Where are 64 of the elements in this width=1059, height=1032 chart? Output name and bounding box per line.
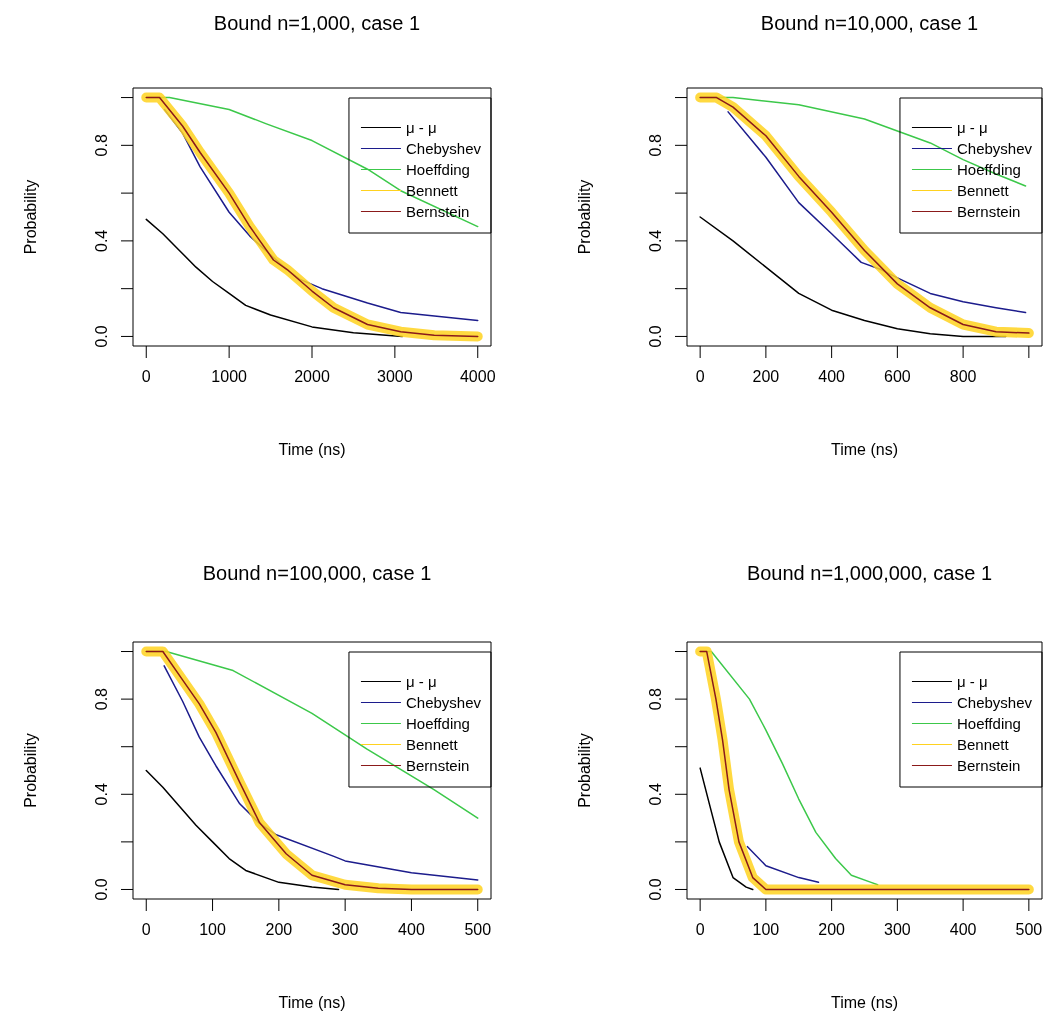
y-axis-title: Probability	[575, 733, 593, 808]
x-tick-label: 100	[752, 920, 780, 938]
y-tick-label: 0.8	[646, 687, 664, 711]
x-tick-label: 300	[884, 920, 911, 938]
x-tick-label: 0	[141, 920, 151, 938]
legend-label: Hoeffding	[405, 715, 470, 732]
legend-label: Chebyshev	[956, 140, 1033, 157]
x-tick-label: 100	[199, 920, 226, 938]
chart-title: Bound n=1,000,000, case 1	[746, 562, 993, 584]
x-tick-label: 400	[398, 920, 425, 938]
legend-label: μ - μ	[956, 673, 988, 690]
x-tick-label: 200	[265, 920, 293, 938]
legend-label: Bernstein	[956, 757, 1021, 774]
y-tick-label: 0.0	[646, 878, 664, 901]
y-tick-label: 0.8	[92, 134, 110, 157]
x-tick-label: 300	[331, 920, 359, 938]
legend-label: Bernstein	[405, 757, 470, 774]
y-tick-label: 0.0	[92, 325, 110, 348]
x-tick-label: 800	[949, 367, 977, 385]
y-tick-label: 0.8	[646, 134, 664, 157]
x-tick-label: 0	[695, 920, 705, 938]
x-tick-label: 600	[884, 367, 911, 385]
x-tick-label: 1000	[211, 367, 248, 385]
legend-label: μ - μ	[405, 119, 437, 136]
y-tick-label: 0.4	[646, 783, 664, 806]
x-tick-label: 500	[464, 920, 492, 938]
legend-label: Bernstein	[956, 203, 1021, 220]
chart-title: Bound n=1,000, case 1	[213, 12, 421, 34]
legend-label: μ - μ	[956, 119, 988, 136]
x-tick-label: 0	[695, 367, 705, 385]
x-axis-title: Time (ns)	[278, 440, 346, 458]
legend-label: Hoeffding	[405, 161, 470, 178]
x-tick-label: 0	[141, 367, 151, 385]
x-tick-label: 400	[949, 920, 977, 938]
x-tick-label: 500	[1015, 920, 1043, 938]
legend-label: Chebyshev	[956, 694, 1033, 711]
x-axis-title: Time (ns)	[278, 993, 346, 1011]
x-tick-label: 200	[752, 367, 780, 385]
x-tick-label: 400	[818, 367, 846, 385]
legend-label: Bennett	[405, 736, 459, 753]
y-axis-title: Probability	[21, 179, 39, 255]
x-axis-title: Time (ns)	[831, 440, 898, 458]
y-tick-label: 0.0	[646, 325, 664, 348]
x-tick-label: 3000	[377, 367, 413, 385]
x-tick-label: 2000	[294, 367, 330, 385]
x-tick-label: 4000	[459, 367, 496, 385]
legend-label: Bennett	[956, 182, 1010, 199]
chart-title: Bound n=10,000, case 1	[760, 12, 979, 34]
legend-label: Hoeffding	[956, 715, 1021, 732]
y-tick-label: 0.4	[646, 229, 664, 253]
legend-label: Chebyshev	[405, 140, 482, 157]
legend-label: μ - μ	[405, 673, 437, 690]
y-axis-title: Probability	[21, 733, 39, 808]
y-tick-label: 0.4	[92, 783, 110, 806]
y-tick-label: 0.8	[92, 687, 110, 711]
x-tick-label: 200	[818, 920, 846, 938]
y-tick-label: 0.4	[92, 229, 110, 253]
legend-label: Bennett	[405, 182, 459, 199]
x-axis-title: Time (ns)	[831, 993, 898, 1011]
y-tick-label: 0.0	[92, 878, 110, 901]
chart-title: Bound n=100,000, case 1	[202, 562, 432, 584]
y-axis-title: Probability	[575, 179, 593, 255]
legend-label: Chebyshev	[405, 694, 482, 711]
legend-label: Bennett	[956, 736, 1010, 753]
